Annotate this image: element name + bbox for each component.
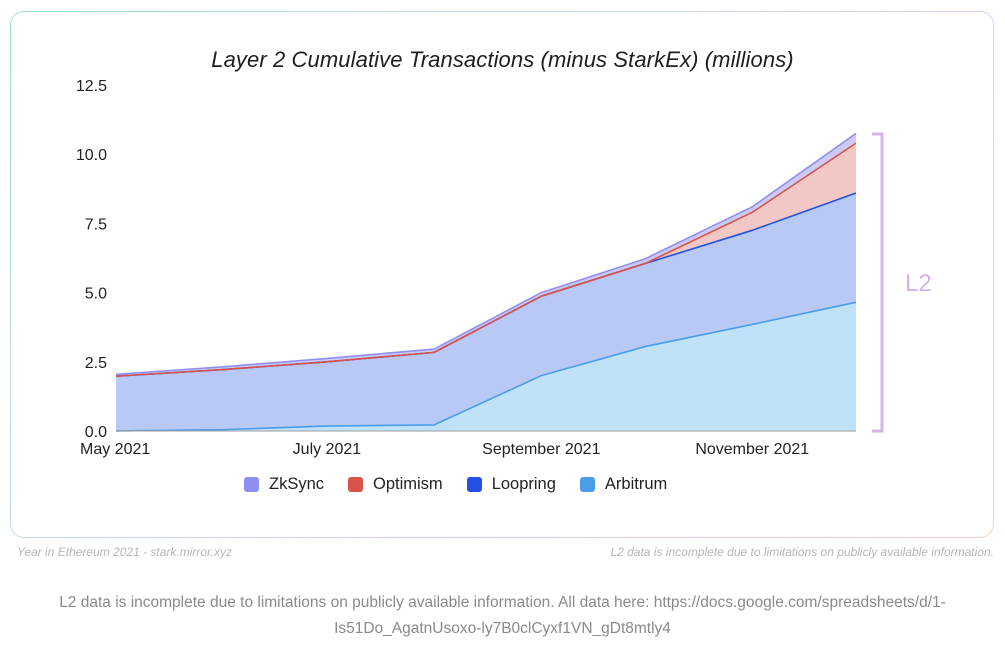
area-arbitrum — [116, 302, 856, 431]
y-tick-label: 12.5 — [76, 78, 107, 95]
legend-swatch — [466, 477, 482, 492]
legend-swatch — [348, 477, 364, 492]
x-tick-label: May 2021 — [80, 441, 150, 458]
incomplete-note: L2 data is incomplete due to limitations… — [610, 545, 994, 559]
legend-swatch — [579, 477, 595, 492]
y-tick-label: 10.0 — [76, 147, 107, 164]
line-optimism — [115, 142, 857, 377]
caption: L2 data is incomplete due to limitations… — [0, 590, 1005, 642]
y-tick-label: 0.0 — [85, 424, 107, 441]
legend-swatch — [244, 477, 259, 492]
l2-bracket — [872, 132, 884, 433]
x-tick-label: November 2021 — [695, 441, 809, 458]
y-tick-label: 2.5 — [85, 355, 107, 372]
legend-item-arbitrum: Arbitrum — [579, 475, 668, 494]
x-tick-label: September 2021 — [482, 441, 600, 458]
y-tick-label: 7.5 — [85, 216, 107, 233]
line-zksync — [115, 132, 857, 376]
legend: ZkSync Optimism Loopring Arbitrum — [244, 475, 691, 494]
chart-title: Layer 2 Cumulative Transactions (minus S… — [211, 47, 794, 72]
legend-label: Loopring — [491, 475, 556, 493]
bracket-label: L2 — [905, 270, 932, 297]
legend-item-zksync: ZkSync — [244, 475, 324, 494]
source-note: Year in Ethereum 2021 - stark.mirror.xyz — [17, 545, 232, 559]
area-loopring — [116, 192, 856, 431]
legend-label: Optimism — [373, 475, 443, 493]
legend-item-optimism: Optimism — [348, 475, 443, 494]
line-arbitrum — [115, 301, 857, 432]
legend-label: Arbitrum — [604, 475, 668, 493]
legend-item-loopring: Loopring — [466, 475, 556, 494]
caption-line-2[interactable]: Is51Do_AgatnUsoxo-ly7B0clCyxf1VN_gDt8mtl… — [334, 620, 671, 637]
x-tick-label: July 2021 — [293, 441, 362, 458]
y-tick-label: 5.0 — [85, 286, 107, 303]
caption-line-1: L2 data is incomplete due to limitations… — [59, 594, 946, 611]
legend-label: ZkSync — [269, 475, 325, 493]
